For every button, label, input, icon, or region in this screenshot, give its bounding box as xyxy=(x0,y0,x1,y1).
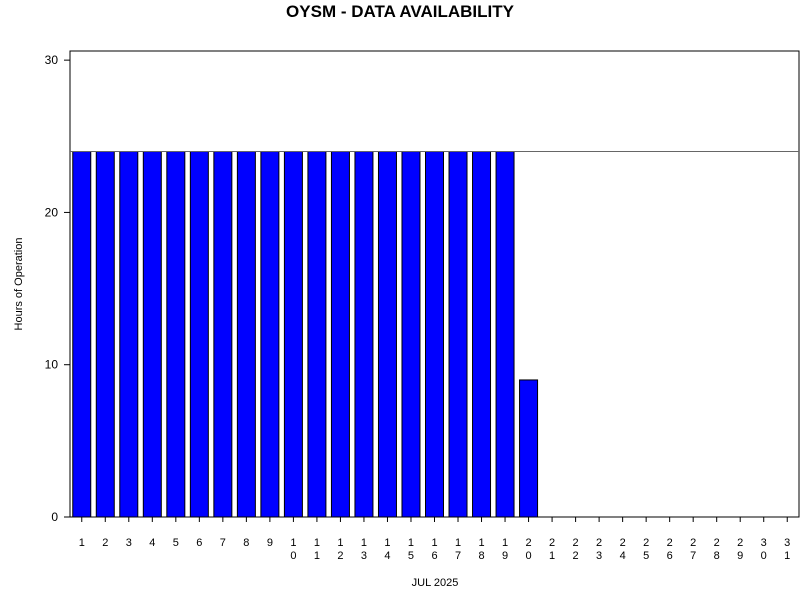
bar xyxy=(166,151,186,518)
y-tick-label: 20 xyxy=(45,205,59,219)
bar xyxy=(236,151,256,518)
bar xyxy=(495,151,515,518)
bar xyxy=(448,151,468,518)
bar xyxy=(260,151,280,518)
y-tick-label: 10 xyxy=(45,358,59,372)
bar xyxy=(283,151,303,518)
bar xyxy=(472,151,492,518)
bar xyxy=(189,151,209,518)
x-tick-label: 5 xyxy=(173,537,179,549)
x-tick-label: 6 xyxy=(196,537,202,549)
bar xyxy=(519,379,539,518)
x-tick-label: 7 xyxy=(220,537,226,549)
bar xyxy=(213,151,233,518)
bar xyxy=(354,151,374,518)
x-axis-label: JUL 2025 xyxy=(412,577,459,589)
x-tick-label: 8 xyxy=(243,537,249,549)
x-tick-label: 9 xyxy=(267,537,273,549)
y-tick-label: 0 xyxy=(51,510,58,524)
x-tick-label: 2 xyxy=(102,537,108,549)
bar xyxy=(142,151,162,518)
x-tick-label: 1 xyxy=(79,537,85,549)
bar xyxy=(119,151,139,518)
bar xyxy=(377,151,397,518)
y-axis-label: Hours of Operation xyxy=(13,238,25,331)
bar xyxy=(425,151,444,518)
bar xyxy=(95,151,115,518)
chart-title: OYSM - DATA AVAILABILITY xyxy=(286,2,515,21)
bar xyxy=(307,151,327,518)
y-tick-label: 30 xyxy=(45,53,59,67)
x-tick-label: 3 xyxy=(126,537,132,549)
x-tick-label: 4 xyxy=(149,537,155,549)
bar xyxy=(401,151,421,518)
bar xyxy=(72,151,92,518)
bar xyxy=(330,151,350,518)
